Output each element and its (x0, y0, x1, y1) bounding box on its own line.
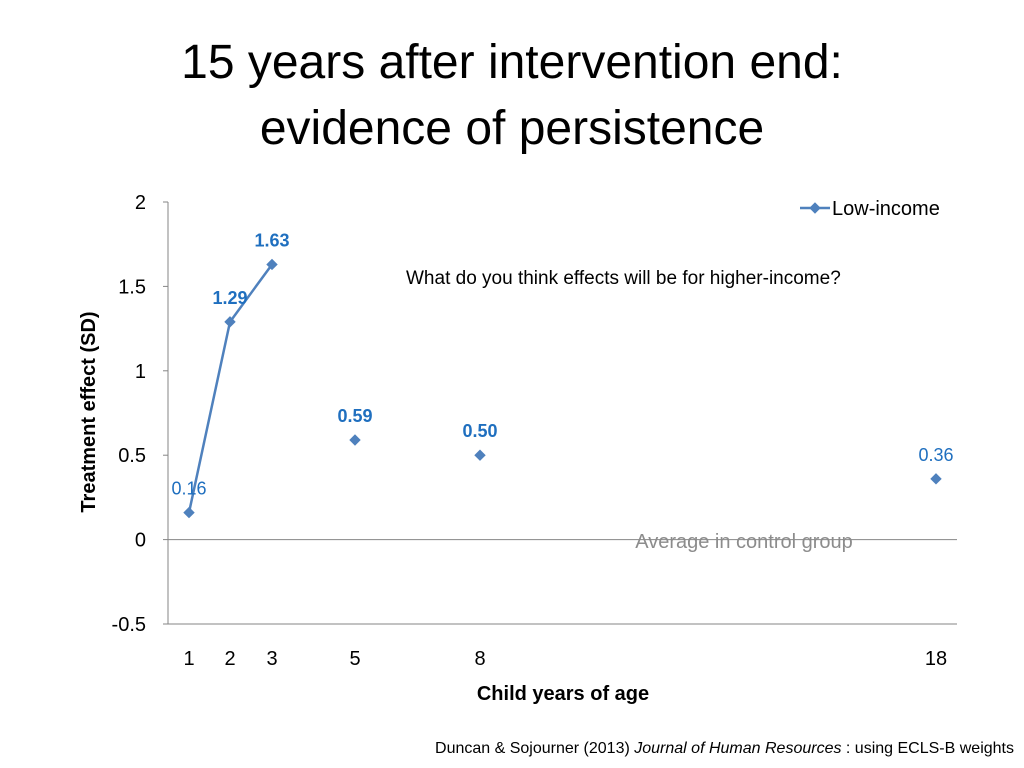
y-axis-title: Treatment effect (SD) (78, 311, 100, 512)
data-point-marker (224, 316, 236, 328)
citation-journal: Journal of Human Resources (634, 740, 842, 757)
data-point-marker (930, 473, 942, 485)
x-tick-label: 3 (266, 648, 277, 670)
y-tick-label: 0.5 (118, 445, 146, 467)
x-tick-label: 8 (474, 648, 485, 670)
title-line-2: evidence of persistence (259, 102, 765, 155)
data-label: 1.63 (254, 230, 289, 250)
data-label: 0.50 (462, 421, 497, 441)
y-tick-label: 0 (135, 530, 146, 552)
legend-marker (809, 202, 821, 214)
data-point-marker (349, 434, 361, 446)
axes: -0.5 0 0.5 1 1.5 2 1 2 3 5 8 18 Child years of age Tr… (78, 192, 957, 705)
data-labels: 0.16 1.29 1.63 0.59 0.50 0.36 (171, 230, 953, 498)
data-label: 0.16 (171, 479, 206, 499)
data-label: 0.59 (337, 406, 372, 426)
data-label: 0.36 (918, 445, 953, 465)
x-tick-label: 5 (349, 648, 360, 670)
y-tick-label: 2 (135, 192, 146, 214)
legend-label: Low-income (832, 198, 940, 220)
y-tick-label: -0.5 (112, 614, 146, 636)
citation-suffix: : using ECLS-B weights (841, 740, 1014, 757)
data-point-marker (266, 258, 278, 271)
x-tick-label: 2 (224, 648, 235, 670)
citation: Duncan & Sojourner (2013) Journal of Hum… (435, 740, 1014, 758)
data-point-marker (183, 506, 195, 519)
data-label: 1.29 (212, 288, 247, 308)
legend: Low-income (800, 198, 940, 220)
annotations: What do you think effects will be for hi… (406, 268, 853, 553)
x-tick-label: 18 (925, 648, 947, 670)
data-point-marker (474, 449, 486, 461)
control-group-annotation: Average in control group (635, 531, 853, 553)
slide-title: 15 years after intervention end: evidenc… (0, 30, 1024, 162)
title-line-1: 15 years after intervention end: (181, 36, 843, 89)
citation-prefix: Duncan & Sojourner (2013) (435, 740, 635, 757)
y-tick-label: 1 (135, 361, 146, 383)
series-low-income (183, 258, 942, 519)
question-annotation: What do you think effects will be for hi… (406, 268, 841, 289)
x-tick-label: 1 (183, 648, 194, 670)
x-axis-title: Child years of age (477, 683, 649, 705)
y-tick-label: 1.5 (118, 276, 146, 298)
